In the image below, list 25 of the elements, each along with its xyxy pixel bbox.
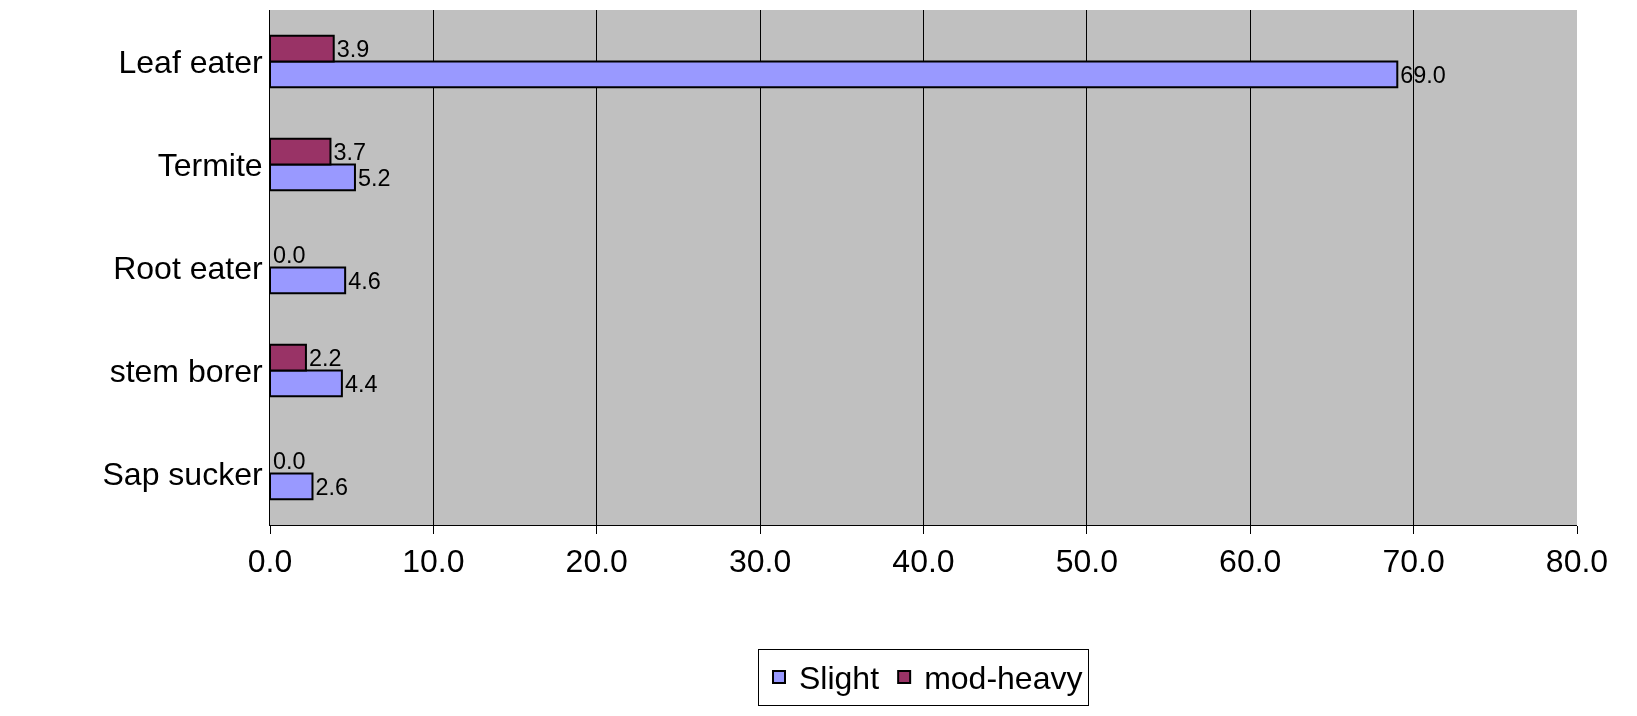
- legend-label: mod-heavy: [924, 660, 1083, 697]
- data-label: 4.6: [348, 267, 381, 294]
- data-label: 3.9: [336, 35, 370, 62]
- y-tick-label: Root eater: [113, 249, 263, 286]
- legend-label: Slight: [799, 660, 880, 697]
- data-label: 2.6: [315, 473, 349, 500]
- data-label: 0.0: [273, 241, 306, 268]
- x-tick-label: 80.0: [1545, 543, 1609, 580]
- x-tick-label: 20.0: [565, 543, 628, 580]
- x-tick-label: 70.0: [1382, 543, 1445, 580]
- data-label: 0.0: [273, 447, 306, 474]
- x-tick-label: 0.0: [247, 543, 293, 580]
- y-tick-label: Sap sucker: [102, 455, 263, 492]
- y-tick-label: Leaf eater: [118, 43, 263, 80]
- x-tick-label: 40.0: [892, 543, 955, 580]
- data-label: 4.4: [344, 370, 378, 397]
- x-tick-label: 50.0: [1055, 543, 1119, 580]
- data-label: 5.2: [357, 164, 391, 191]
- x-tick-label: 10.0: [402, 543, 465, 580]
- y-tick-label: stem borer: [109, 352, 263, 389]
- data-label: 3.7: [333, 138, 366, 165]
- x-tick-label: 60.0: [1219, 543, 1282, 580]
- data-label: 2.2: [308, 344, 342, 371]
- x-tick-label: 30.0: [728, 543, 792, 580]
- y-tick-label: Termite: [157, 146, 263, 183]
